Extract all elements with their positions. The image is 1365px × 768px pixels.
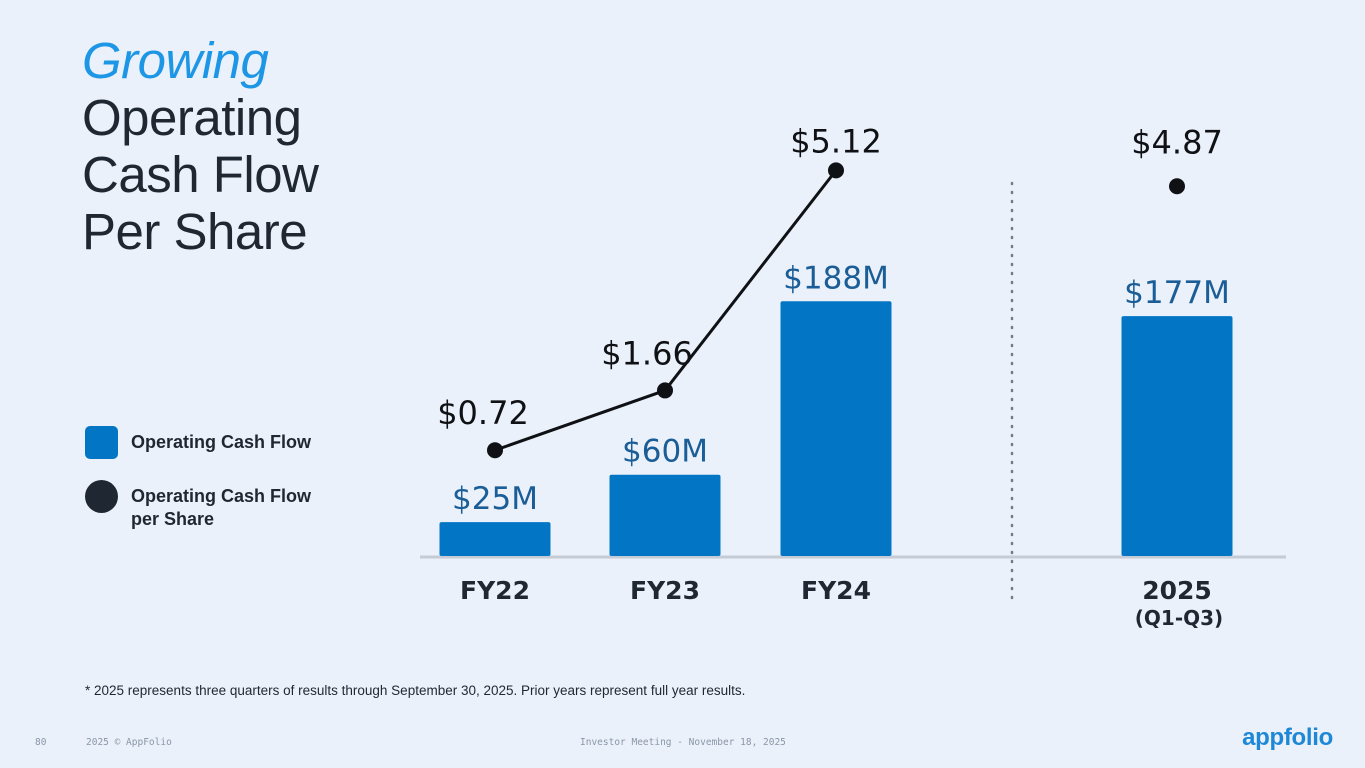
legend-label: Operating Cash Flow per Share — [131, 486, 312, 529]
category-label: FY24 — [801, 576, 871, 605]
footnote: * 2025 represents three quarters of resu… — [85, 683, 746, 698]
per-share-value-label: $1.66 — [601, 334, 693, 372]
page-number: 80 — [35, 737, 47, 748]
per-share-dot — [1169, 178, 1185, 195]
per-share-dot — [657, 382, 673, 399]
legend-item-operating-cash-flow: Operating Cash Flow — [85, 426, 311, 459]
title-line-3: Per Share — [82, 203, 308, 260]
bar-value-label: $25M — [452, 481, 538, 517]
category-label: FY22 — [460, 576, 530, 605]
copyright: 2025 © AppFolio — [86, 737, 172, 748]
bar-fy24 — [780, 301, 892, 556]
per-share-value-label: $5.12 — [790, 122, 882, 160]
title-accent: Growing — [82, 32, 269, 89]
bar-fy23 — [609, 474, 721, 556]
bar-2025 — [1121, 316, 1233, 556]
per-share-dot — [487, 442, 503, 459]
legend-item-operating-cash-flow-per-share: Operating Cash Flow per Share — [85, 480, 331, 531]
category-label: FY23 — [630, 576, 700, 605]
event-name: Investor Meeting - November 18, 2025 — [580, 737, 786, 748]
bar-value-label: $188M — [783, 260, 889, 296]
per-share-dot — [828, 162, 844, 179]
square-swatch-icon — [85, 426, 118, 459]
per-share-value-label: $4.87 — [1131, 123, 1223, 161]
category-label: 2025 — [1142, 576, 1212, 605]
bar-fy22 — [439, 522, 551, 556]
category-sublabel: (Q1-Q3) — [1135, 606, 1223, 630]
bar-value-label: $177M — [1124, 275, 1230, 311]
title-line-1: Operating — [82, 89, 302, 146]
title-line-2: Cash Flow — [82, 146, 319, 203]
per-share-value-label: $0.72 — [437, 394, 529, 432]
page-title: Growing Operating Cash Flow Per Share — [82, 32, 319, 260]
legend-label: Operating Cash Flow — [131, 432, 312, 452]
appfolio-logo: appfolio — [1242, 724, 1333, 751]
bar-value-label: $60M — [622, 434, 708, 470]
circle-swatch-icon — [85, 480, 118, 513]
